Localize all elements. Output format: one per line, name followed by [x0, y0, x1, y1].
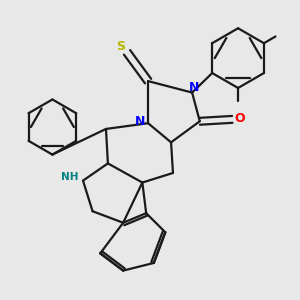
Text: N: N: [135, 115, 146, 128]
Text: O: O: [235, 112, 245, 125]
Text: N: N: [189, 82, 199, 94]
Text: NH: NH: [61, 172, 78, 182]
Text: S: S: [116, 40, 124, 53]
